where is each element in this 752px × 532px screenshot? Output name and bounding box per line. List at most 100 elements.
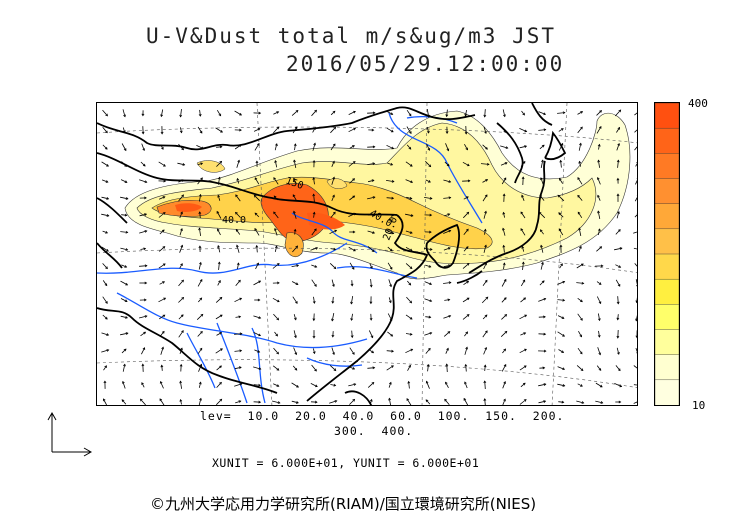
wind-arrow-head (543, 128, 547, 132)
wind-arrow-head (200, 162, 204, 166)
wind-arrow-head (181, 330, 184, 333)
wind-arrow (292, 296, 298, 304)
color-scale-swatch (654, 278, 680, 306)
wind-arrow (101, 349, 109, 353)
wind-arrow (424, 281, 432, 285)
copyright-credit: ©九州大学応用力学研究所(RIAM)/国立環境研究所(NIES) (150, 495, 537, 513)
wind-arrow (501, 364, 507, 372)
wind-arrow-head (502, 244, 506, 248)
wind-arrow (558, 212, 564, 218)
wind-arrow (406, 296, 412, 304)
wind-arrow (311, 279, 317, 287)
wind-arrow-head (484, 346, 488, 350)
wind-arrow-head (541, 261, 544, 265)
wind-arrow-head (597, 334, 601, 338)
wind-arrow (274, 331, 278, 337)
wind-arrow-head (314, 368, 317, 372)
wind-arrow (502, 348, 506, 354)
wind-arrow (615, 229, 621, 235)
wind-arrow-head (256, 262, 260, 266)
dust-core-west-max (175, 203, 202, 212)
wind-arrow-head (159, 398, 163, 402)
wind-arrow-head (200, 177, 203, 181)
wind-arrow (405, 263, 413, 269)
wind-arrow (615, 365, 621, 371)
wind-arrow (198, 398, 202, 405)
wind-arrow (291, 265, 299, 267)
wind-arrow (273, 347, 279, 355)
wind-arrow (234, 297, 242, 303)
wind-arrow (216, 161, 222, 167)
wind-arrow-head (239, 382, 243, 386)
wind-arrow (521, 195, 525, 201)
wind-arrow (348, 161, 356, 167)
wind-arrow (291, 281, 299, 285)
wind-arrow-head (277, 401, 281, 404)
wind-arrow (426, 126, 430, 134)
wind-arrow-head (409, 164, 413, 167)
wind-arrow-head (522, 112, 525, 116)
wind-arrow-head (352, 352, 355, 355)
wind-arrow (216, 109, 222, 117)
wind-arrow-head (447, 298, 451, 302)
wind-arrow-head (502, 262, 506, 266)
wind-arrow (407, 365, 411, 371)
wind-arrow-head (371, 381, 375, 385)
wind-arrow (558, 143, 564, 151)
wind-arrow-head (561, 400, 565, 404)
wind-arrow (558, 228, 564, 236)
wind-arrow (351, 313, 353, 321)
wind-arrow (501, 314, 507, 320)
wind-arrow (236, 160, 240, 168)
wind-arrow-head (369, 301, 373, 305)
wind-arrow-head (580, 384, 583, 387)
wind-arrow (596, 281, 602, 285)
wind-arrow (634, 263, 637, 267)
wind-arrow (388, 382, 392, 388)
wind-arrow-head (577, 211, 581, 215)
wind-arrow-head (521, 245, 525, 249)
wind-arrow-head (597, 228, 601, 232)
wind-arrow-head (239, 349, 243, 353)
color-scale-swatch (654, 228, 680, 255)
wind-arrow-head (239, 297, 243, 301)
wind-arrow-head (599, 246, 603, 249)
wind-arrow (159, 331, 165, 337)
wind-arrow-head (292, 194, 296, 197)
wind-arrow-head (180, 314, 184, 318)
wind-arrow (178, 330, 184, 338)
wind-arrow (386, 197, 394, 199)
wind-arrow (196, 314, 204, 320)
wind-vector-field (101, 109, 637, 405)
wind-arrow (120, 332, 128, 336)
wind-arrow-head (410, 348, 414, 352)
wind-arrow-head (616, 177, 620, 181)
wind-arrow (519, 314, 527, 320)
wind-arrow (216, 146, 222, 148)
wind-arrow (406, 398, 412, 405)
wind-arrow (101, 196, 109, 200)
wind-arrow-head (580, 263, 584, 267)
wind-arrow-head (199, 397, 202, 401)
wind-arrow (388, 279, 392, 287)
wind-arrow-head (579, 142, 582, 146)
wind-arrow-head (562, 384, 566, 387)
wind-arrow (313, 348, 315, 354)
wind-arrow-head (332, 194, 335, 198)
color-scale-swatch (654, 153, 680, 180)
wind-arrow-head (201, 146, 205, 150)
wind-arrow-head (162, 212, 166, 215)
wind-arrow-head (409, 231, 413, 234)
wind-arrow (615, 279, 621, 287)
wind-arrow (597, 195, 601, 201)
wind-arrow-head (616, 317, 620, 321)
wind-arrow-head (121, 380, 125, 384)
wind-arrow (446, 109, 448, 117)
wind-arrow-head (273, 195, 277, 199)
wind-arrow (522, 262, 524, 270)
wind-arrow (386, 127, 394, 133)
wind-arrow (215, 297, 223, 303)
wind-arrow-head (484, 210, 487, 214)
wind-arrow-head (125, 248, 129, 251)
wind-arrow-head (198, 193, 202, 197)
